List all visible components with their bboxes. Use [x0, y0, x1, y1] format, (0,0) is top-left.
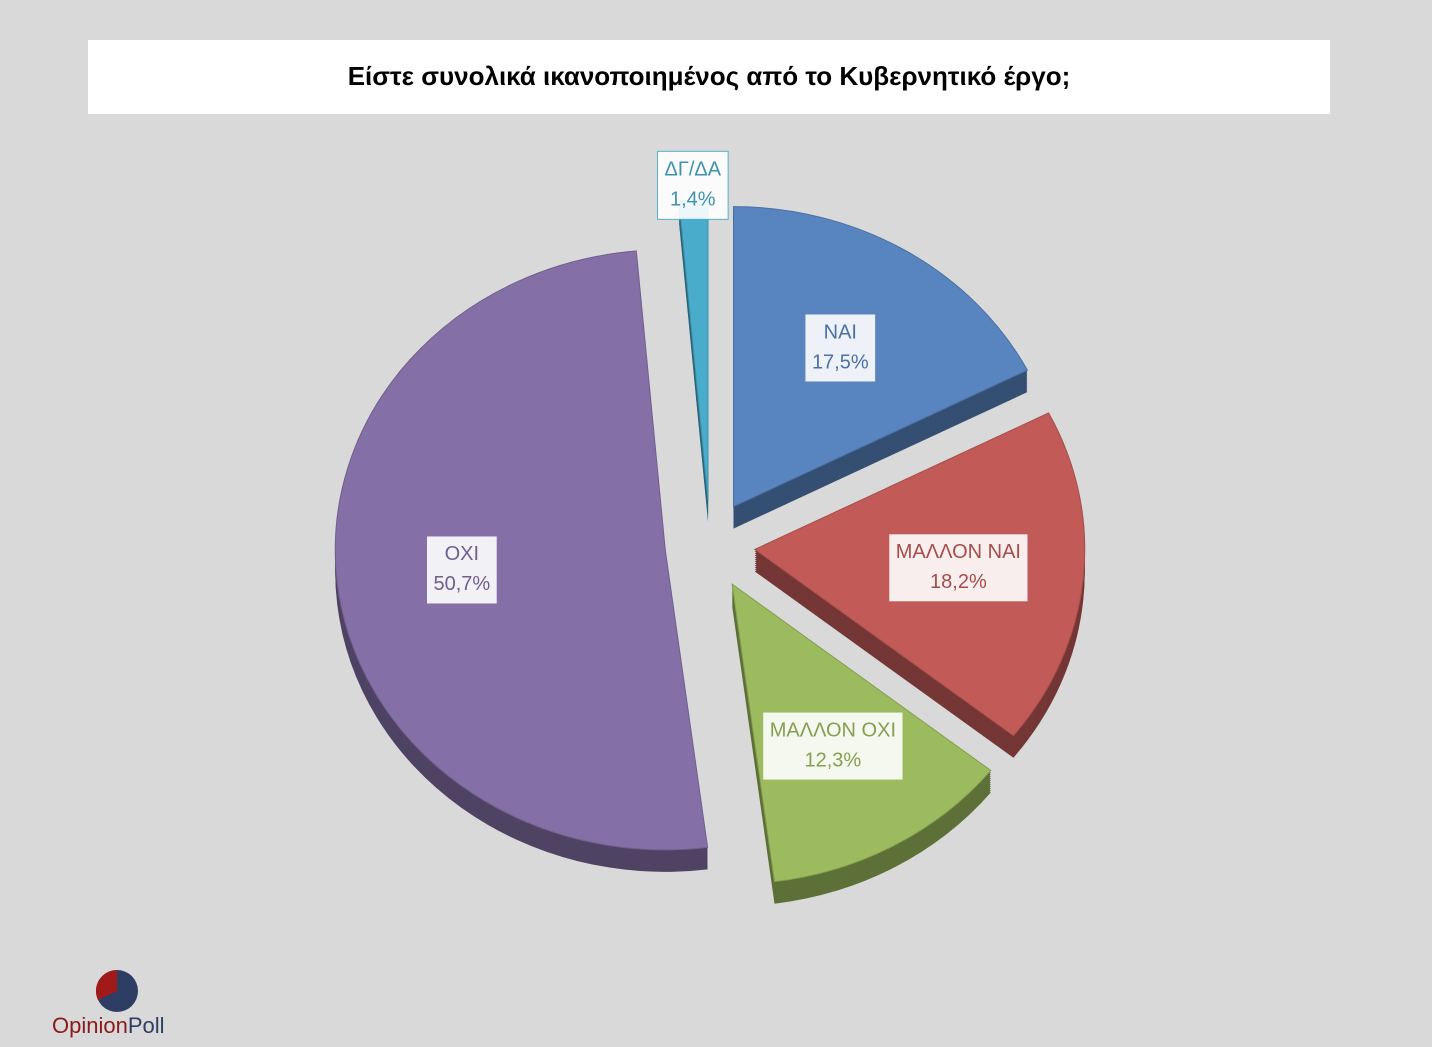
category-label: ΜΑΛΛΟΝ ΝΑΙ: [896, 541, 1021, 563]
value-label: 1,4%: [670, 189, 716, 211]
label-box: [804, 313, 877, 383]
value-label: 18,2%: [930, 571, 987, 593]
chart-title: Είστε συνολικά ικανοποιημένος από το Κυβ…: [348, 61, 1071, 91]
logo-part: Opinion: [52, 1013, 128, 1038]
logo-part: Poll: [128, 1013, 165, 1038]
category-label: ΜΑΛΛΟΝ ΟΧΙ: [770, 719, 896, 741]
category-label: ΝΑΙ: [824, 321, 857, 343]
slice: [334, 250, 709, 851]
title-box: [88, 40, 1330, 114]
category-label: ΔΓ/ΔΑ: [664, 159, 721, 181]
label-box: [888, 533, 1029, 603]
slice: [732, 206, 1029, 508]
value-label: 50,7%: [434, 573, 491, 595]
label-box: [656, 150, 729, 220]
labels: ΝΑΙ 17,5% ΜΑΛΛΟΝ ΝΑΙ 18,2% ΜΑΛΛΟΝ ΟΧΙ 12,3% ΟΧ…: [426, 150, 1029, 781]
value-label: 17,5%: [812, 351, 869, 373]
logo: OpinionPoll: [52, 1013, 165, 1038]
label-box: [426, 535, 498, 605]
category-label: ΟΧΙ: [445, 543, 479, 565]
label-box: [762, 711, 904, 781]
logo-icon-part: [95, 970, 117, 1000]
value-label: 12,3%: [805, 749, 862, 771]
